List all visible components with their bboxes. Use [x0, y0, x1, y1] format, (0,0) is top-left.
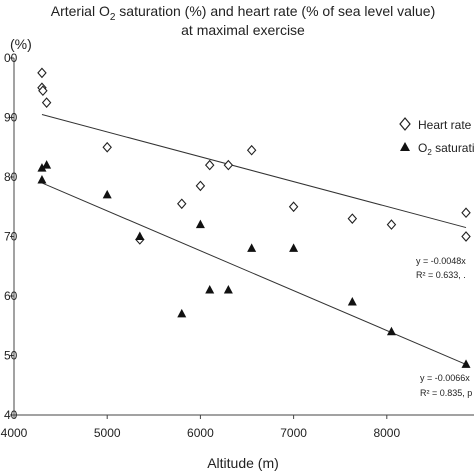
x-tick-label: 4000 [1, 426, 28, 440]
legend-o2-label: O2 saturation [418, 141, 474, 157]
y-tick-label: 80 [4, 170, 18, 184]
y-tick-label: 60 [4, 289, 18, 303]
y-ticks: 00 90 80 70 60 50 40 [4, 51, 18, 422]
o2-saturation-point [205, 285, 215, 294]
legend-heart-rate-marker [399, 117, 411, 131]
y-tick-label: 90 [4, 111, 18, 125]
o2-saturation-point [247, 243, 257, 252]
heart-rate-point [386, 219, 397, 230]
heart-rate-point [288, 201, 299, 213]
o2-saturation-point [37, 163, 47, 172]
o2-saturation-point [37, 174, 47, 184]
heart-rate-point [41, 97, 52, 108]
heart-rate-point [37, 67, 47, 79]
x-tick-label: 7000 [280, 426, 307, 440]
x-axis-label: Altitude (m) [207, 455, 279, 471]
y-tick-label: 40 [4, 408, 18, 422]
o2-r2: R² = 0.835, p [420, 388, 472, 398]
heart-rate-point [177, 198, 187, 210]
heart-rate-r2: R² = 0.633, . [416, 270, 466, 280]
heart-rate-point [347, 213, 358, 224]
x-tick-label: 5000 [94, 426, 121, 440]
o2-saturation-point [386, 326, 396, 336]
o2-saturation-point [289, 243, 299, 252]
heart-rate-point [461, 207, 471, 219]
o2-saturation-point [347, 296, 357, 306]
o2-saturation-point [42, 160, 52, 169]
chart-title-line2: at maximal exercise [181, 22, 305, 38]
data-points [37, 67, 471, 368]
legend-o2-marker [400, 142, 410, 151]
heart-rate-point [246, 144, 257, 156]
o2-saturation-point [223, 285, 233, 294]
heart-rate-equation: y = -0.0048x [416, 256, 466, 266]
legend: Heart rate O2 saturation [399, 117, 474, 157]
y-tick-label: 70 [4, 230, 18, 244]
heart-rate-point [38, 85, 48, 97]
o2-saturation-point [461, 359, 471, 368]
x-ticks: 4000 5000 6000 7000 8000 [1, 415, 400, 440]
heart-rate-point [102, 141, 112, 153]
x-tick-label: 8000 [373, 426, 400, 440]
o2-saturation-point [135, 231, 145, 240]
o2-saturation-point [177, 308, 187, 318]
heart-rate-point [204, 159, 215, 171]
heart-rate-point [223, 159, 234, 171]
chart-title-line1: Arterial O2 saturation (%) and heart rat… [51, 3, 436, 23]
y-tick-label: 50 [4, 349, 18, 363]
legend-heart-rate-label: Heart rate [418, 118, 472, 132]
y-axis-label: (%) [10, 36, 32, 52]
o2-saturation-point [195, 219, 205, 229]
y-tick-label: 00 [4, 51, 18, 65]
o2-equation: y = -0.0066x [420, 373, 470, 383]
heart-rate-point [195, 180, 206, 192]
heart-rate-point [461, 231, 471, 242]
x-tick-label: 6000 [187, 426, 214, 440]
heart-rate-trend-line [41, 114, 467, 229]
o2-saturation-point [102, 189, 112, 199]
